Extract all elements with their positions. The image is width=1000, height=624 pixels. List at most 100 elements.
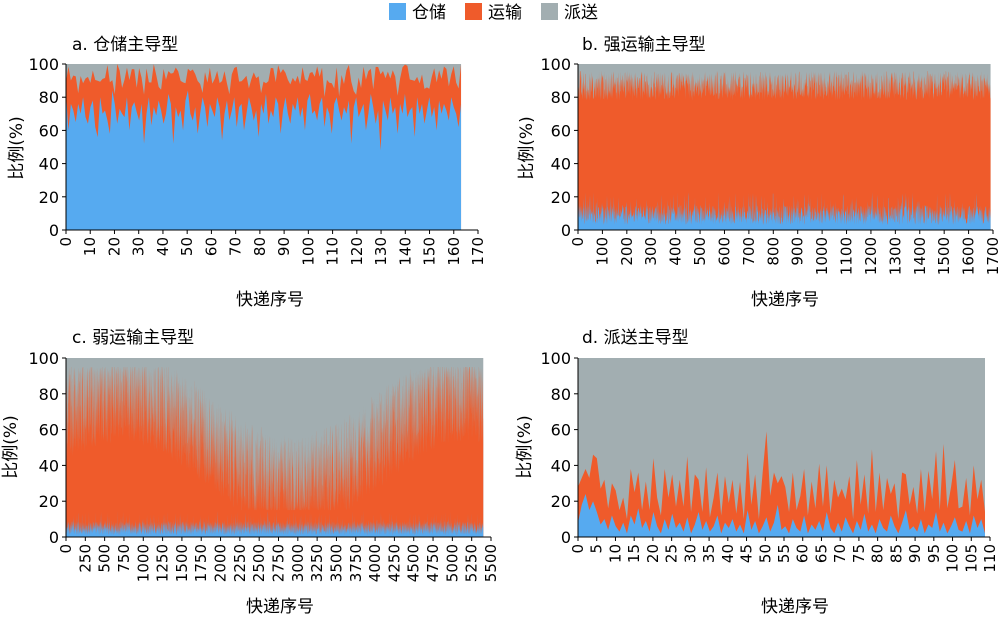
panel-a-ylabel: 比例(%) — [7, 116, 27, 179]
x-tick-label: 40 — [154, 237, 172, 256]
series-transport-area — [578, 431, 985, 537]
x-tick-label: 1300 — [886, 237, 904, 275]
series-storage-area — [578, 494, 985, 537]
x-tick-label: 3000 — [289, 544, 307, 582]
y-tick-label: 40 — [39, 155, 59, 174]
x-tick-label: 4500 — [405, 544, 423, 582]
x-tick-label: 45 — [738, 544, 756, 563]
x-tick-label: 0 — [57, 237, 75, 247]
x-tick-label: 150 — [421, 237, 439, 266]
y-tick-label: 40 — [551, 155, 571, 174]
x-tick-label: 10 — [81, 237, 99, 256]
y-tick-label: 60 — [39, 421, 59, 440]
x-tick-label: 120 — [348, 237, 366, 266]
y-tick-label: 0 — [49, 528, 59, 547]
panel-b-xlabel: 快递序号 — [751, 290, 819, 310]
x-tick-label: 65 — [812, 544, 830, 563]
y-tick-label: 60 — [551, 121, 571, 140]
panel-a: a. 仓储主导型 0 20 40 60 80 100 0 10 20 30 40 50 60 70 80 90… — [7, 35, 487, 310]
x-tick-label: 1200 — [862, 237, 880, 275]
panel-d-ylabel: 比例(%) — [515, 415, 535, 478]
x-tick-label: 160 — [445, 237, 463, 266]
x-tick-label: 1400 — [911, 237, 929, 275]
x-tick-label: 900 — [789, 237, 807, 266]
x-tick-label: 15 — [625, 544, 643, 563]
x-tick-label: 35 — [700, 544, 718, 563]
y-tick-label: 80 — [551, 88, 571, 107]
y-tick-label: 80 — [551, 385, 571, 404]
x-tick-label: 85 — [887, 544, 905, 563]
series-transport-area — [578, 70, 991, 231]
x-tick-label: 3750 — [347, 544, 365, 582]
panel-c-title: c. 弱运输主导型 — [72, 328, 194, 348]
x-tick-label: 1700 — [984, 237, 1000, 275]
x-tick-label: 2000 — [212, 544, 230, 582]
panel-c-xlabel: 快递序号 — [246, 597, 314, 617]
x-tick-label: 105 — [962, 544, 980, 573]
x-tick-label: 250 — [76, 544, 94, 573]
y-tick-label: 20 — [39, 188, 59, 207]
x-tick-label: 20 — [105, 237, 123, 256]
x-tick-label: 80 — [251, 237, 269, 256]
x-tick-label: 80 — [869, 544, 887, 563]
x-tick-label: 95 — [925, 544, 943, 563]
x-tick-label: 5 — [588, 544, 606, 554]
x-tick-label: 0 — [57, 544, 75, 554]
series-storage-area — [66, 90, 462, 230]
x-tick-label: 90 — [906, 544, 924, 563]
x-tick-label: 0 — [569, 237, 587, 247]
x-tick-label: 50 — [756, 544, 774, 563]
y-tick-label: 0 — [561, 528, 571, 547]
x-tick-label: 110 — [981, 544, 999, 573]
x-tick-label: 4000 — [366, 544, 384, 582]
y-tick-label: 60 — [39, 121, 59, 140]
panel-b-title: b. 强运输主导型 — [582, 35, 706, 55]
x-tick-label: 55 — [775, 544, 793, 563]
x-tick-label: 60 — [202, 237, 220, 256]
y-tick-label: 20 — [551, 188, 571, 207]
legend: 仓储 运输 派送 — [389, 3, 598, 23]
series-transport-area — [66, 366, 484, 537]
x-tick-label: 60 — [794, 544, 812, 563]
x-tick-label: 100 — [593, 237, 611, 266]
x-tick-label: 5500 — [482, 544, 500, 582]
legend-label-storage: 仓储 — [412, 3, 446, 23]
panel-a-plot: 0 20 40 60 80 100 0 10 20 30 40 50 60 70 80 90 100 110 120… — [28, 55, 487, 266]
x-tick-label: 30 — [130, 237, 148, 256]
x-tick-label: 1100 — [838, 237, 856, 275]
x-tick-label: 1600 — [960, 237, 978, 275]
x-tick-label: 2250 — [231, 544, 249, 582]
series-storage-area — [578, 191, 991, 230]
panel-d-title: d. 派送主导型 — [582, 328, 689, 348]
x-tick-label: 4250 — [385, 544, 403, 582]
x-tick-label: 100 — [299, 237, 317, 266]
x-tick-label: 700 — [740, 237, 758, 266]
x-tick-label: 1250 — [154, 544, 172, 582]
y-tick-label: 80 — [39, 385, 59, 404]
panel-c-ylabel: 比例(%) — [1, 415, 21, 478]
legend-swatch-transport — [465, 3, 482, 20]
x-tick-label: 75 — [850, 544, 868, 563]
x-tick-label: 2750 — [270, 544, 288, 582]
y-tick-label: 100 — [28, 55, 59, 74]
x-tick-label: 130 — [372, 237, 390, 266]
x-tick-label: 750 — [115, 544, 133, 573]
x-tick-label: 200 — [618, 237, 636, 266]
x-tick-label: 4750 — [424, 544, 442, 582]
y-tick-label: 20 — [551, 492, 571, 511]
x-tick-label: 500 — [691, 237, 709, 266]
series-storage-area — [66, 510, 484, 537]
y-tick-label: 40 — [551, 456, 571, 475]
x-tick-label: 40 — [719, 544, 737, 563]
x-tick-label: 5250 — [463, 544, 481, 582]
x-tick-label: 0 — [569, 544, 587, 554]
x-tick-label: 300 — [642, 237, 660, 266]
x-tick-label: 30 — [681, 544, 699, 563]
x-tick-label: 3500 — [327, 544, 345, 582]
